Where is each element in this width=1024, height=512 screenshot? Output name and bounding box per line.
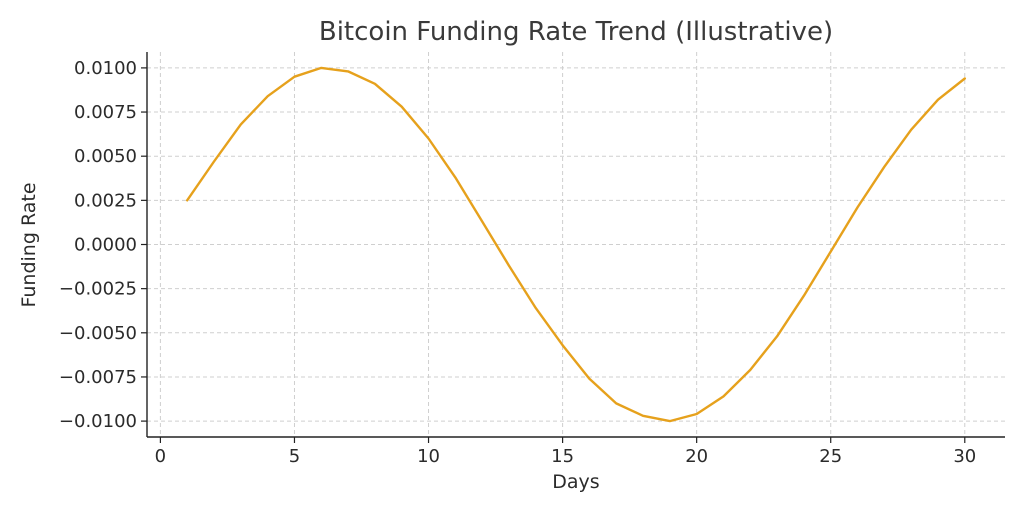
y-tick-label: 0.0100 bbox=[74, 58, 137, 79]
y-tick-label: 0.0075 bbox=[74, 102, 137, 123]
chart-title: Bitcoin Funding Rate Trend (Illustrative… bbox=[319, 17, 833, 47]
y-axis-label: Funding Rate bbox=[18, 182, 40, 307]
x-tick-label: 10 bbox=[417, 446, 440, 467]
x-tick-label: 25 bbox=[819, 446, 842, 467]
grid bbox=[147, 52, 1005, 437]
y-tick-label: −0.0025 bbox=[59, 279, 137, 300]
x-tick-label: 15 bbox=[551, 446, 574, 467]
x-tick-label: 5 bbox=[289, 446, 300, 467]
y-tick-label: 0.0000 bbox=[74, 235, 137, 256]
x-tick-label: 20 bbox=[685, 446, 708, 467]
x-tick-label: 30 bbox=[953, 446, 976, 467]
y-tick-label: −0.0100 bbox=[59, 411, 137, 432]
x-axis-label: Days bbox=[552, 471, 599, 493]
y-tick-label: −0.0050 bbox=[59, 323, 137, 344]
y-ticks: 0.0100 0.0075 0.0050 0.0025 0.0000 −0.0025 −0.… bbox=[59, 58, 147, 432]
x-ticks: 0 5 10 15 20 25 30 bbox=[155, 437, 976, 467]
y-tick-label: −0.0075 bbox=[59, 367, 137, 388]
series-line bbox=[185, 66, 966, 423]
y-tick-label: 0.0050 bbox=[74, 146, 137, 167]
series-layer bbox=[185, 66, 966, 423]
y-tick-label: 0.0025 bbox=[74, 190, 137, 211]
x-tick-label: 0 bbox=[155, 446, 166, 467]
